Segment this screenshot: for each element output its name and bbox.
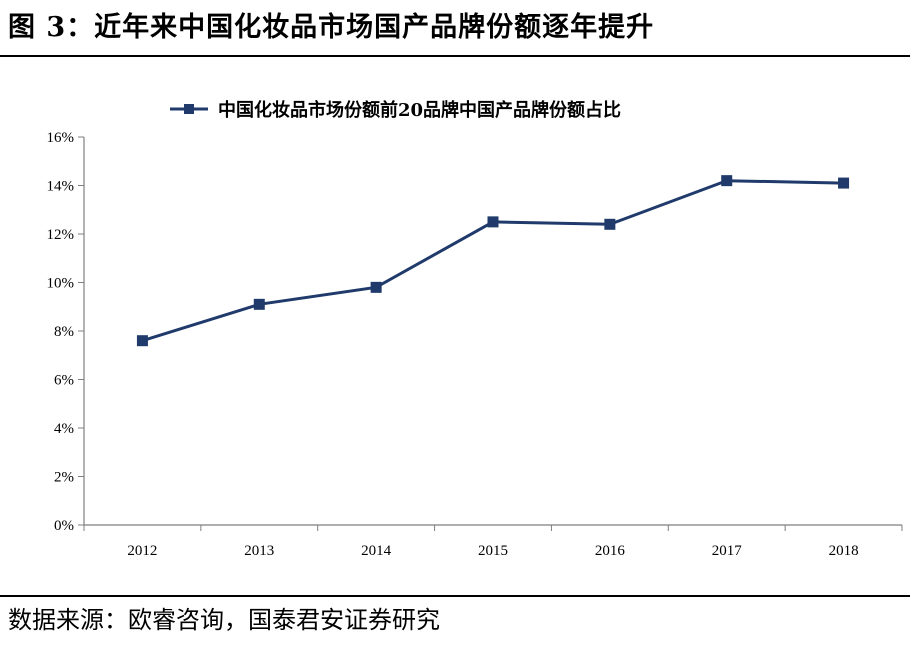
y-tick-label: 10% [47, 276, 75, 292]
data-point-2018 [838, 177, 850, 189]
data-point-2014 [370, 281, 382, 293]
y-tick-label: 2% [54, 470, 74, 486]
series-line [141, 179, 844, 343]
title-rule [0, 55, 910, 57]
data-point-2017 [721, 175, 733, 187]
data-point-2013 [253, 298, 265, 310]
y-tick-label: 16% [47, 130, 75, 146]
figure-title: 图 3：近年来中国化妆品市场国产品牌份额逐年提升 [8, 12, 655, 43]
data-point-2015 [487, 216, 499, 228]
axes [83, 137, 902, 526]
legend-marker-swatch [184, 104, 194, 114]
data-point-2012 [136, 335, 148, 347]
y-tick-label: 4% [54, 421, 74, 437]
x-tick-label: 2013 [244, 543, 274, 559]
source-rule [0, 595, 910, 597]
x-axis-ticks: 2012 2013 2014 2015 2016 2017 2018 [83, 525, 903, 559]
x-tick-label: 2012 [127, 543, 157, 559]
x-tick-label: 2017 [712, 543, 743, 559]
series-markers [136, 175, 850, 347]
y-tick-label: 8% [54, 324, 74, 340]
x-tick-label: 2015 [478, 543, 508, 559]
source-note: 数据来源：欧睿咨询，国泰君安证券研究 [8, 606, 440, 634]
line-chart: 中国化妆品市场份额前20品牌中国产品牌份额占比 0% 2% 4% 6% 8% 10% 12%… [47, 99, 903, 559]
legend: 中国化妆品市场份额前20品牌中国产品牌份额占比 [170, 99, 621, 121]
y-tick-label: 14% [47, 179, 75, 195]
legend-label: 中国化妆品市场份额前20品牌中国产品牌份额占比 [218, 99, 621, 121]
y-tick-label: 6% [54, 373, 74, 389]
x-tick-label: 2018 [829, 543, 859, 559]
y-tick-label: 12% [47, 227, 75, 243]
y-axis-ticks: 0% 2% 4% 6% 8% 10% 12% 14% 16% [47, 130, 84, 534]
data-point-2016 [604, 218, 616, 230]
x-tick-label: 2014 [361, 543, 392, 559]
x-tick-label: 2016 [595, 543, 626, 559]
y-tick-label: 0% [54, 518, 74, 534]
